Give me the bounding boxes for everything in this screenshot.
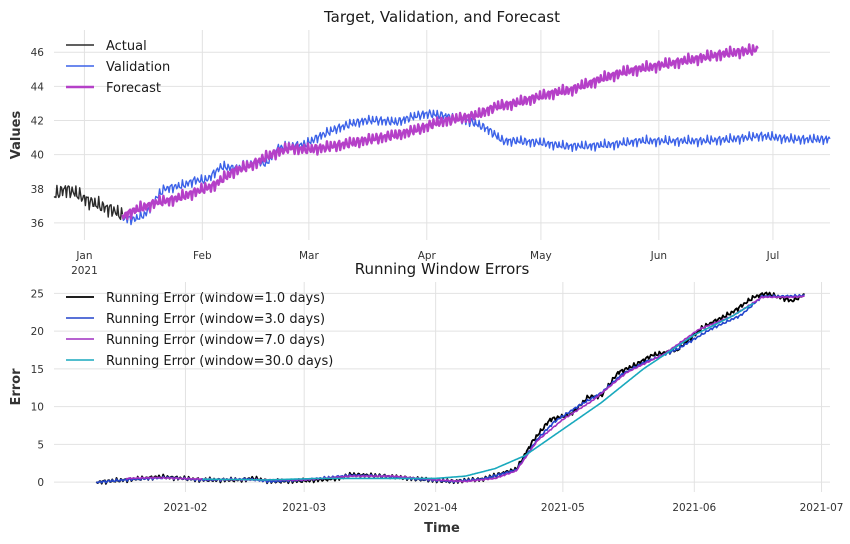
y-tick-label: 42 <box>31 115 44 127</box>
series-line-actual <box>53 184 124 221</box>
legend-label-running-error-window-7-0-days: Running Error (window=7.0 days) <box>106 333 325 348</box>
series-line-running-error-window-30-0-days <box>202 302 755 481</box>
y-tick-label: 5 <box>37 439 44 451</box>
y-tick-label: 10 <box>31 402 44 414</box>
series-line-forecast <box>121 43 759 221</box>
y-tick-label: 15 <box>31 364 44 376</box>
y-tick-label: 0 <box>37 477 44 489</box>
x-tick-label: Feb <box>193 250 212 262</box>
y-tick-label: 38 <box>31 184 44 196</box>
x-tick-label: 2021-02 <box>164 502 208 514</box>
y-tick-label: 25 <box>31 288 44 300</box>
bottom-chart: Running Window Errors 0 5 10 15 20 25 2021-02 20… <box>9 260 843 536</box>
y-tick-label: 20 <box>31 326 44 338</box>
y-tick-label: 44 <box>31 81 45 93</box>
legend-label-running-error-window-30-0-days: Running Error (window=30.0 days) <box>106 354 333 369</box>
series-line-validation <box>121 109 831 226</box>
top-chart: Target, Validation, and Forecast 36 38 40 42… <box>9 8 831 277</box>
x-axis-label: Time <box>424 521 460 536</box>
chart-title: Target, Validation, and Forecast <box>323 8 560 26</box>
x-tick-label: Jan <box>75 250 92 262</box>
x-tick-label: Jun <box>650 250 667 262</box>
x-tick-label: Jul <box>766 250 780 262</box>
y-tick-label: 40 <box>31 150 44 162</box>
y-axis-label: Error <box>9 368 24 406</box>
x-tick-label: 2021-05 <box>541 502 585 514</box>
x-tick-label: 2021-07 <box>800 502 844 514</box>
legend-label-validation: Validation <box>106 60 170 75</box>
x-tick-label: Mar <box>299 250 319 262</box>
legend-label-actual: Actual <box>106 39 147 54</box>
x-tick-label: May <box>530 250 552 262</box>
x-tick-label: 2021-04 <box>414 502 458 514</box>
legend-label-forecast: Forecast <box>106 81 161 96</box>
x-tick-label: 2021-03 <box>282 502 326 514</box>
y-tick-label: 36 <box>31 218 45 230</box>
legend-label-running-error-window-3-0-days: Running Error (window=3.0 days) <box>106 312 325 327</box>
x-tick-label: Apr <box>418 250 437 262</box>
y-tick-label: 46 <box>31 47 45 59</box>
chart-title: Running Window Errors <box>355 260 530 278</box>
legend-label-running-error-window-1-0-days: Running Error (window=1.0 days) <box>106 291 325 306</box>
y-axis-label: Values <box>9 111 24 160</box>
x-tick-sublabel: 2021 <box>71 265 98 277</box>
x-tick-label: 2021-06 <box>672 502 716 514</box>
